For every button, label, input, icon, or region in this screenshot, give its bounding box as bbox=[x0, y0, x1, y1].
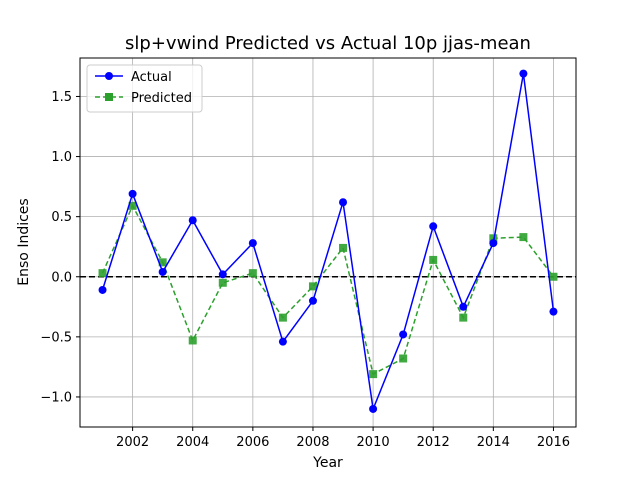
predicted-point bbox=[519, 233, 528, 242]
predicted-series-line bbox=[101, 204, 555, 376]
predicted-point bbox=[369, 370, 378, 379]
predicted-point bbox=[399, 354, 408, 363]
predicted-point bbox=[459, 313, 468, 322]
x-tick-label: 2010 bbox=[357, 435, 390, 450]
predicted-point bbox=[128, 201, 137, 210]
x-tick-label: 2014 bbox=[477, 435, 510, 450]
actual-point bbox=[429, 222, 438, 231]
actual-point bbox=[128, 189, 137, 198]
y-axis-title: Enso Indices bbox=[16, 198, 32, 285]
y-tick-label: 0.0 bbox=[51, 270, 72, 285]
legend: Actual Predicted bbox=[86, 64, 203, 113]
predicted-point bbox=[158, 258, 167, 267]
y-tick-label: −1.0 bbox=[40, 390, 72, 405]
predicted-point bbox=[549, 272, 558, 281]
actual-point bbox=[519, 69, 528, 78]
legend-label-predicted: Predicted bbox=[131, 91, 192, 106]
x-tick-label: 2012 bbox=[417, 435, 450, 450]
predicted-point bbox=[188, 336, 197, 345]
legend-actual-marker bbox=[105, 72, 113, 80]
legend-label-actual: Actual bbox=[131, 70, 172, 85]
predicted-point bbox=[278, 313, 287, 322]
actual-point bbox=[158, 267, 167, 276]
y-tick-label: −0.5 bbox=[40, 330, 72, 345]
predicted-point bbox=[218, 278, 227, 287]
predicted-point bbox=[98, 269, 107, 278]
x-tick-label: 2016 bbox=[537, 435, 570, 450]
predicted-point bbox=[248, 269, 257, 278]
y-tick-label: 1.0 bbox=[51, 150, 72, 165]
predicted-point bbox=[429, 255, 438, 264]
predicted-point bbox=[489, 234, 498, 243]
y-tick-label: 1.5 bbox=[51, 90, 72, 105]
x-tick-label: 2008 bbox=[296, 435, 329, 450]
predicted-point bbox=[339, 243, 348, 252]
x-tick-label: 2004 bbox=[176, 435, 209, 450]
series-layer bbox=[98, 69, 558, 413]
actual-point bbox=[369, 404, 378, 413]
actual-point bbox=[188, 216, 197, 225]
x-tick-label: 2006 bbox=[236, 435, 269, 450]
actual-point bbox=[308, 296, 317, 305]
legend-predicted-marker bbox=[105, 93, 113, 101]
actual-point bbox=[218, 270, 227, 279]
actual-point bbox=[339, 198, 348, 207]
actual-point bbox=[489, 239, 498, 248]
x-tick-label: 2002 bbox=[116, 435, 149, 450]
actual-point bbox=[399, 330, 408, 339]
actual-point bbox=[549, 307, 558, 316]
plot-frame bbox=[79, 57, 577, 428]
actual-point bbox=[248, 239, 257, 248]
axis-ticks: 2002 2004 2006 2008 2010 2012 2014 2016 −1.0 −0.5… bbox=[40, 90, 570, 450]
actual-point bbox=[459, 302, 468, 311]
actual-series-line bbox=[101, 73, 555, 412]
actual-point bbox=[278, 337, 287, 346]
predicted-point bbox=[308, 282, 317, 291]
y-tick-label: 0.5 bbox=[51, 210, 72, 225]
actual-point bbox=[98, 285, 107, 294]
x-axis-title: Year bbox=[312, 455, 343, 471]
chart-title: slp+vwind Predicted vs Actual 10p jjas-m… bbox=[125, 33, 531, 54]
